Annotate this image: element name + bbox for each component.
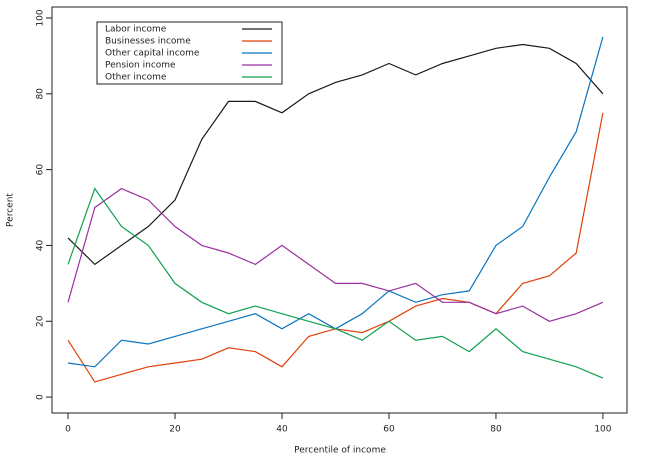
series-line <box>67 36 604 368</box>
series-line <box>67 43 604 266</box>
y-tick-label: 20 <box>36 315 46 327</box>
x-tick-label: 80 <box>490 425 502 435</box>
x-tick-label: 60 <box>383 425 395 435</box>
x-tick-label: 0 <box>65 425 71 435</box>
y-tick-label: 0 <box>36 394 46 400</box>
y-tick-label: 80 <box>36 88 46 100</box>
series-line <box>67 187 604 322</box>
x-tick-label: 40 <box>276 425 288 435</box>
y-tick-label: 60 <box>36 164 46 176</box>
legend-label: Businesses income <box>105 37 191 47</box>
series-line <box>67 187 604 379</box>
x-tick-label: 20 <box>169 425 181 435</box>
legend-label: Other capital income <box>105 49 200 59</box>
series-line <box>67 112 604 383</box>
plot-frame <box>51 6 628 414</box>
y-tick-label: 100 <box>36 9 46 26</box>
legend-label: Labor income <box>105 25 167 35</box>
legend-label: Other income <box>105 73 167 83</box>
x-axis-label: Percentile of income <box>294 446 386 456</box>
x-tick-label: 100 <box>594 425 611 435</box>
y-axis-label: Percent <box>6 193 16 227</box>
y-tick-label: 40 <box>36 239 46 251</box>
legend-label: Pension income <box>105 61 176 71</box>
